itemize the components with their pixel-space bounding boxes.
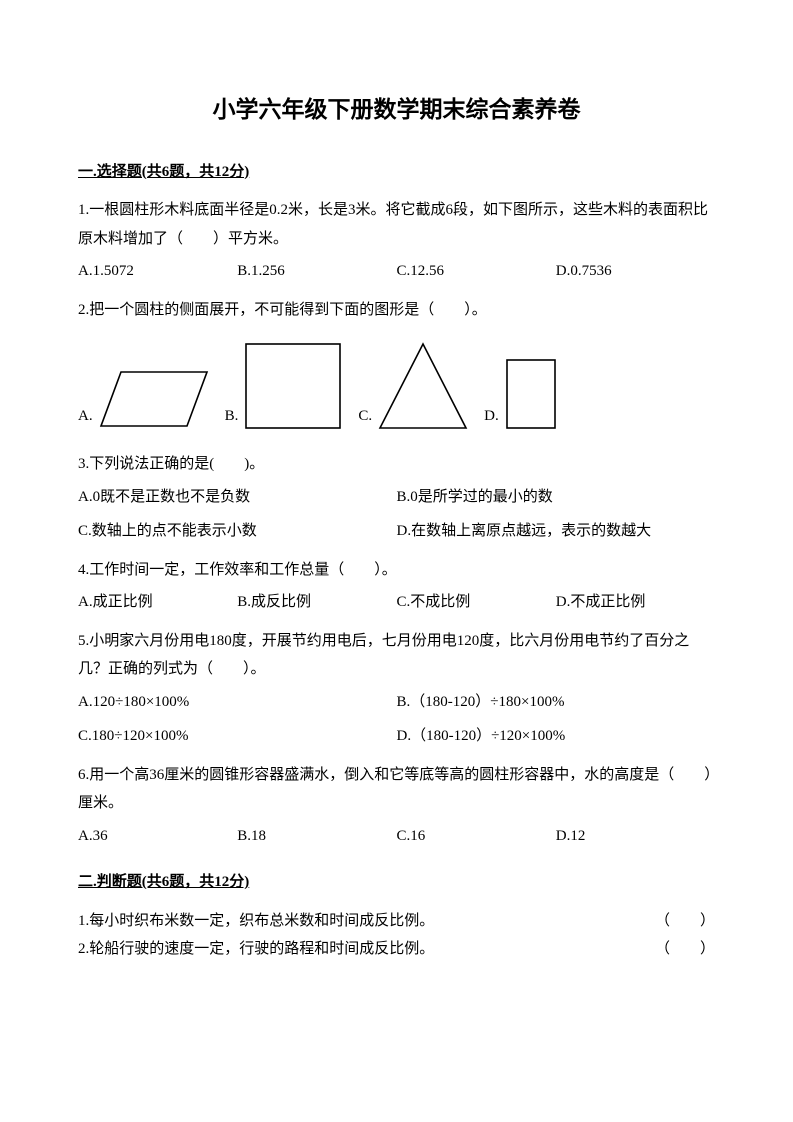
q6-opt-d: D.12 (556, 822, 715, 851)
q2-opt-a: A. (78, 368, 209, 430)
q2-label-d: D. (484, 402, 499, 431)
q1-opt-b: B.1.256 (237, 257, 396, 286)
q2-opt-c: C. (358, 342, 468, 430)
page-title: 小学六年级下册数学期末综合素养卷 (78, 88, 715, 132)
square-icon (244, 342, 342, 430)
q2-opt-d: D. (484, 358, 557, 430)
q5-opt-b: B.（180-120）÷180×100% (397, 688, 716, 717)
q6-options: A.36 B.18 C.16 D.12 (78, 822, 715, 851)
q4-opt-d: D.不成正比例 (556, 588, 715, 617)
section-2-heading: 二.判断题(共6题，共12分) (78, 868, 715, 897)
q5-opt-c: C.180÷120×100% (78, 722, 397, 751)
q3-options-row2: C.数轴上的点不能表示小数 D.在数轴上离原点越远，表示的数越大 (78, 517, 715, 546)
q5-opt-a: A.120÷180×100% (78, 688, 397, 717)
judge-q1-text: 1.每小时织布米数一定，织布总米数和时间成反比例。 (78, 907, 605, 936)
q1-opt-c: C.12.56 (397, 257, 556, 286)
section-1-heading: 一.选择题(共6题，共12分) (78, 158, 715, 187)
q3-opt-d: D.在数轴上离原点越远，表示的数越大 (397, 517, 716, 546)
q3-opt-c: C.数轴上的点不能表示小数 (78, 517, 397, 546)
q1-options: A.1.5072 B.1.256 C.12.56 D.0.7536 (78, 257, 715, 286)
judge-q1: 1.每小时织布米数一定，织布总米数和时间成反比例。 （ ） (78, 907, 715, 936)
q2-label-b: B. (225, 402, 239, 431)
q1-opt-a: A.1.5072 (78, 257, 237, 286)
q6-opt-b: B.18 (237, 822, 396, 851)
q2-shapes: A. B. C. D. (78, 342, 715, 430)
q1-opt-d: D.0.7536 (556, 257, 715, 286)
q1-text: 1.一根圆柱形木料底面半径是0.2米，长是3米。将它截成6段，如下图所示，这些木… (78, 196, 715, 253)
parallelogram-icon (99, 368, 209, 430)
q5-options-row1: A.120÷180×100% B.（180-120）÷180×100% (78, 688, 715, 717)
q5-options-row2: C.180÷120×100% D.（180-120）÷120×100% (78, 722, 715, 751)
exam-page: 小学六年级下册数学期末综合素养卷 一.选择题(共6题，共12分) 1.一根圆柱形… (0, 0, 793, 1024)
q4-opt-a: A.成正比例 (78, 588, 237, 617)
q6-opt-c: C.16 (397, 822, 556, 851)
q2-opt-b: B. (225, 342, 343, 430)
q5-text: 5.小明家六月份用电180度，开展节约用电后，七月份用电120度，比六月份用电节… (78, 627, 715, 684)
judge-q1-blank: （ ） (605, 907, 715, 936)
judge-q2-text: 2.轮船行驶的速度一定，行驶的路程和时间成反比例。 (78, 935, 605, 964)
q3-opt-a: A.0既不是正数也不是负数 (78, 483, 397, 512)
q4-options: A.成正比例 B.成反比例 C.不成比例 D.不成正比例 (78, 588, 715, 617)
q4-text: 4.工作时间一定，工作效率和工作总量（ ）。 (78, 556, 715, 585)
q6-opt-a: A.36 (78, 822, 237, 851)
q3-text: 3.下列说法正确的是( )。 (78, 450, 715, 479)
q4-opt-c: C.不成比例 (397, 588, 556, 617)
q5-opt-d: D.（180-120）÷120×100% (397, 722, 716, 751)
judge-q2: 2.轮船行驶的速度一定，行驶的路程和时间成反比例。 （ ） (78, 935, 715, 964)
triangle-icon (378, 342, 468, 430)
q3-opt-b: B.0是所学过的最小的数 (397, 483, 716, 512)
q2-label-a: A. (78, 402, 93, 431)
judge-q2-blank: （ ） (605, 935, 715, 964)
q2-label-c: C. (358, 402, 372, 431)
q6-text: 6.用一个高36厘米的圆锥形容器盛满水，倒入和它等底等高的圆柱形容器中，水的高度… (78, 761, 715, 818)
q4-opt-b: B.成反比例 (237, 588, 396, 617)
q3-options-row1: A.0既不是正数也不是负数 B.0是所学过的最小的数 (78, 483, 715, 512)
q2-text: 2.把一个圆柱的侧面展开，不可能得到下面的图形是（ ）。 (78, 296, 715, 325)
rectangle-icon (505, 358, 557, 430)
